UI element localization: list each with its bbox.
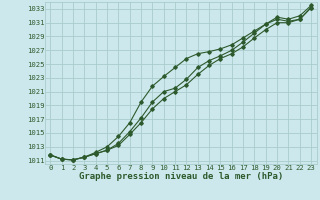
- X-axis label: Graphe pression niveau de la mer (hPa): Graphe pression niveau de la mer (hPa): [79, 172, 283, 181]
